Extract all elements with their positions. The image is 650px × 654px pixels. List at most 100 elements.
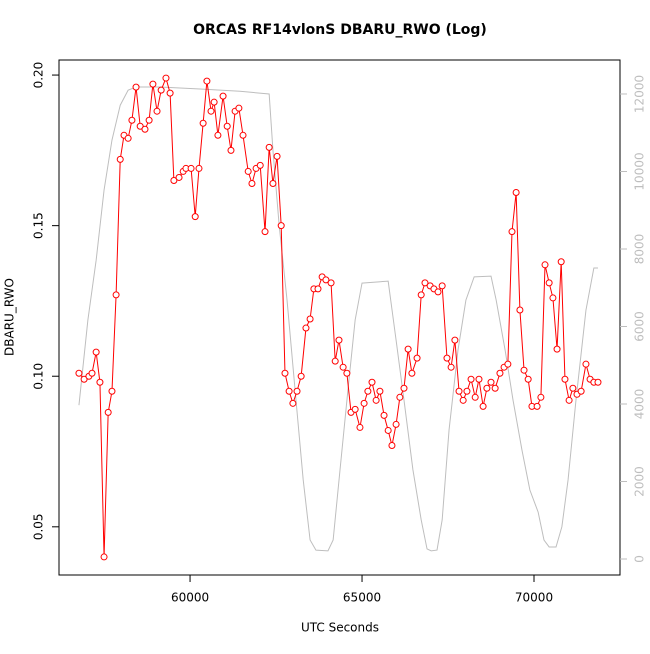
data-point — [162, 74, 170, 82]
data-point — [100, 553, 108, 561]
x-tick-label: 60000 — [171, 591, 209, 605]
data-point — [75, 369, 83, 377]
data-point — [467, 375, 475, 383]
y2-tick-label: 12000 — [633, 75, 647, 113]
data-point — [195, 164, 203, 172]
series-line — [78, 86, 598, 552]
data-point — [343, 369, 351, 377]
y2-tick-label: 6000 — [633, 311, 647, 342]
data-point — [553, 345, 561, 353]
data-point — [360, 399, 368, 407]
data-point — [269, 179, 277, 187]
data-point — [199, 119, 207, 127]
data-point — [524, 375, 532, 383]
y2-tick-label: 10000 — [633, 152, 647, 190]
data-point — [166, 89, 174, 97]
y2-tick-label: 0 — [633, 555, 647, 563]
data-point — [356, 423, 364, 431]
data-point — [297, 372, 305, 380]
x-axis-label: UTC Seconds — [301, 621, 379, 635]
data-point — [577, 387, 585, 395]
data-point — [187, 164, 195, 172]
data-point — [256, 161, 264, 169]
x-tick-label: 70000 — [515, 591, 553, 605]
y2-tick-label: 4000 — [633, 389, 647, 420]
y-axis-label: DBARU_RWO — [3, 278, 17, 356]
data-point — [434, 288, 442, 296]
data-point — [417, 291, 425, 299]
data-point — [239, 131, 247, 139]
data-point — [471, 393, 479, 401]
data-point — [302, 324, 310, 332]
y-tick-label: 0.10 — [32, 363, 46, 390]
data-point — [244, 167, 252, 175]
data-point — [504, 360, 512, 368]
data-point — [421, 279, 429, 287]
data-point — [520, 366, 528, 374]
data-point — [277, 222, 285, 230]
data-point — [96, 378, 104, 386]
data-point — [569, 384, 577, 392]
data-point — [582, 360, 590, 368]
data-point — [153, 107, 161, 115]
data-point — [533, 402, 541, 410]
data-point — [112, 291, 120, 299]
data-point — [141, 125, 149, 133]
data-point — [508, 228, 516, 236]
data-point — [157, 86, 165, 94]
data-point — [132, 83, 140, 91]
data-point — [451, 336, 459, 344]
data-point — [483, 384, 491, 392]
plot-frame — [58, 59, 621, 576]
data-point — [80, 375, 88, 383]
y2-tick-label: 8000 — [633, 234, 647, 265]
data-point — [384, 426, 392, 434]
data-point — [331, 357, 339, 365]
data-point — [210, 98, 218, 106]
data-point — [170, 176, 178, 184]
data-point — [479, 402, 487, 410]
data-point — [327, 279, 335, 287]
data-point — [594, 378, 602, 386]
data-point — [261, 228, 269, 236]
data-point — [322, 276, 330, 284]
data-point — [541, 261, 549, 269]
data-point — [207, 107, 215, 115]
data-point — [413, 354, 421, 362]
data-point — [561, 375, 569, 383]
data-point — [281, 369, 289, 377]
data-point — [175, 173, 183, 181]
data-point — [214, 131, 222, 139]
data-point — [314, 285, 322, 293]
data-point — [149, 80, 157, 88]
data-point — [116, 155, 124, 163]
data-point — [223, 122, 231, 130]
data-point — [145, 116, 153, 124]
chart-title: ORCAS RF14vlonS DBARU_RWO (Log) — [193, 22, 487, 38]
y-tick-label: 0.20 — [32, 62, 46, 89]
data-point — [443, 354, 451, 362]
data-point — [88, 369, 96, 377]
data-point — [455, 387, 463, 395]
data-point — [491, 384, 499, 392]
data-point — [557, 258, 565, 266]
data-point — [408, 369, 416, 377]
data-point — [447, 363, 455, 371]
data-point — [219, 92, 227, 100]
data-point — [388, 441, 396, 449]
data-point — [306, 315, 314, 323]
data-point — [248, 179, 256, 187]
data-point — [537, 393, 545, 401]
data-point — [364, 387, 372, 395]
data-point — [289, 399, 297, 407]
y-tick-label: 0.05 — [32, 513, 46, 540]
data-point — [475, 375, 483, 383]
data-point — [339, 363, 347, 371]
data-point — [285, 387, 293, 395]
data-point — [335, 336, 343, 344]
data-point — [487, 378, 495, 386]
data-point — [124, 134, 132, 142]
data-point — [463, 387, 471, 395]
data-point — [496, 369, 504, 377]
